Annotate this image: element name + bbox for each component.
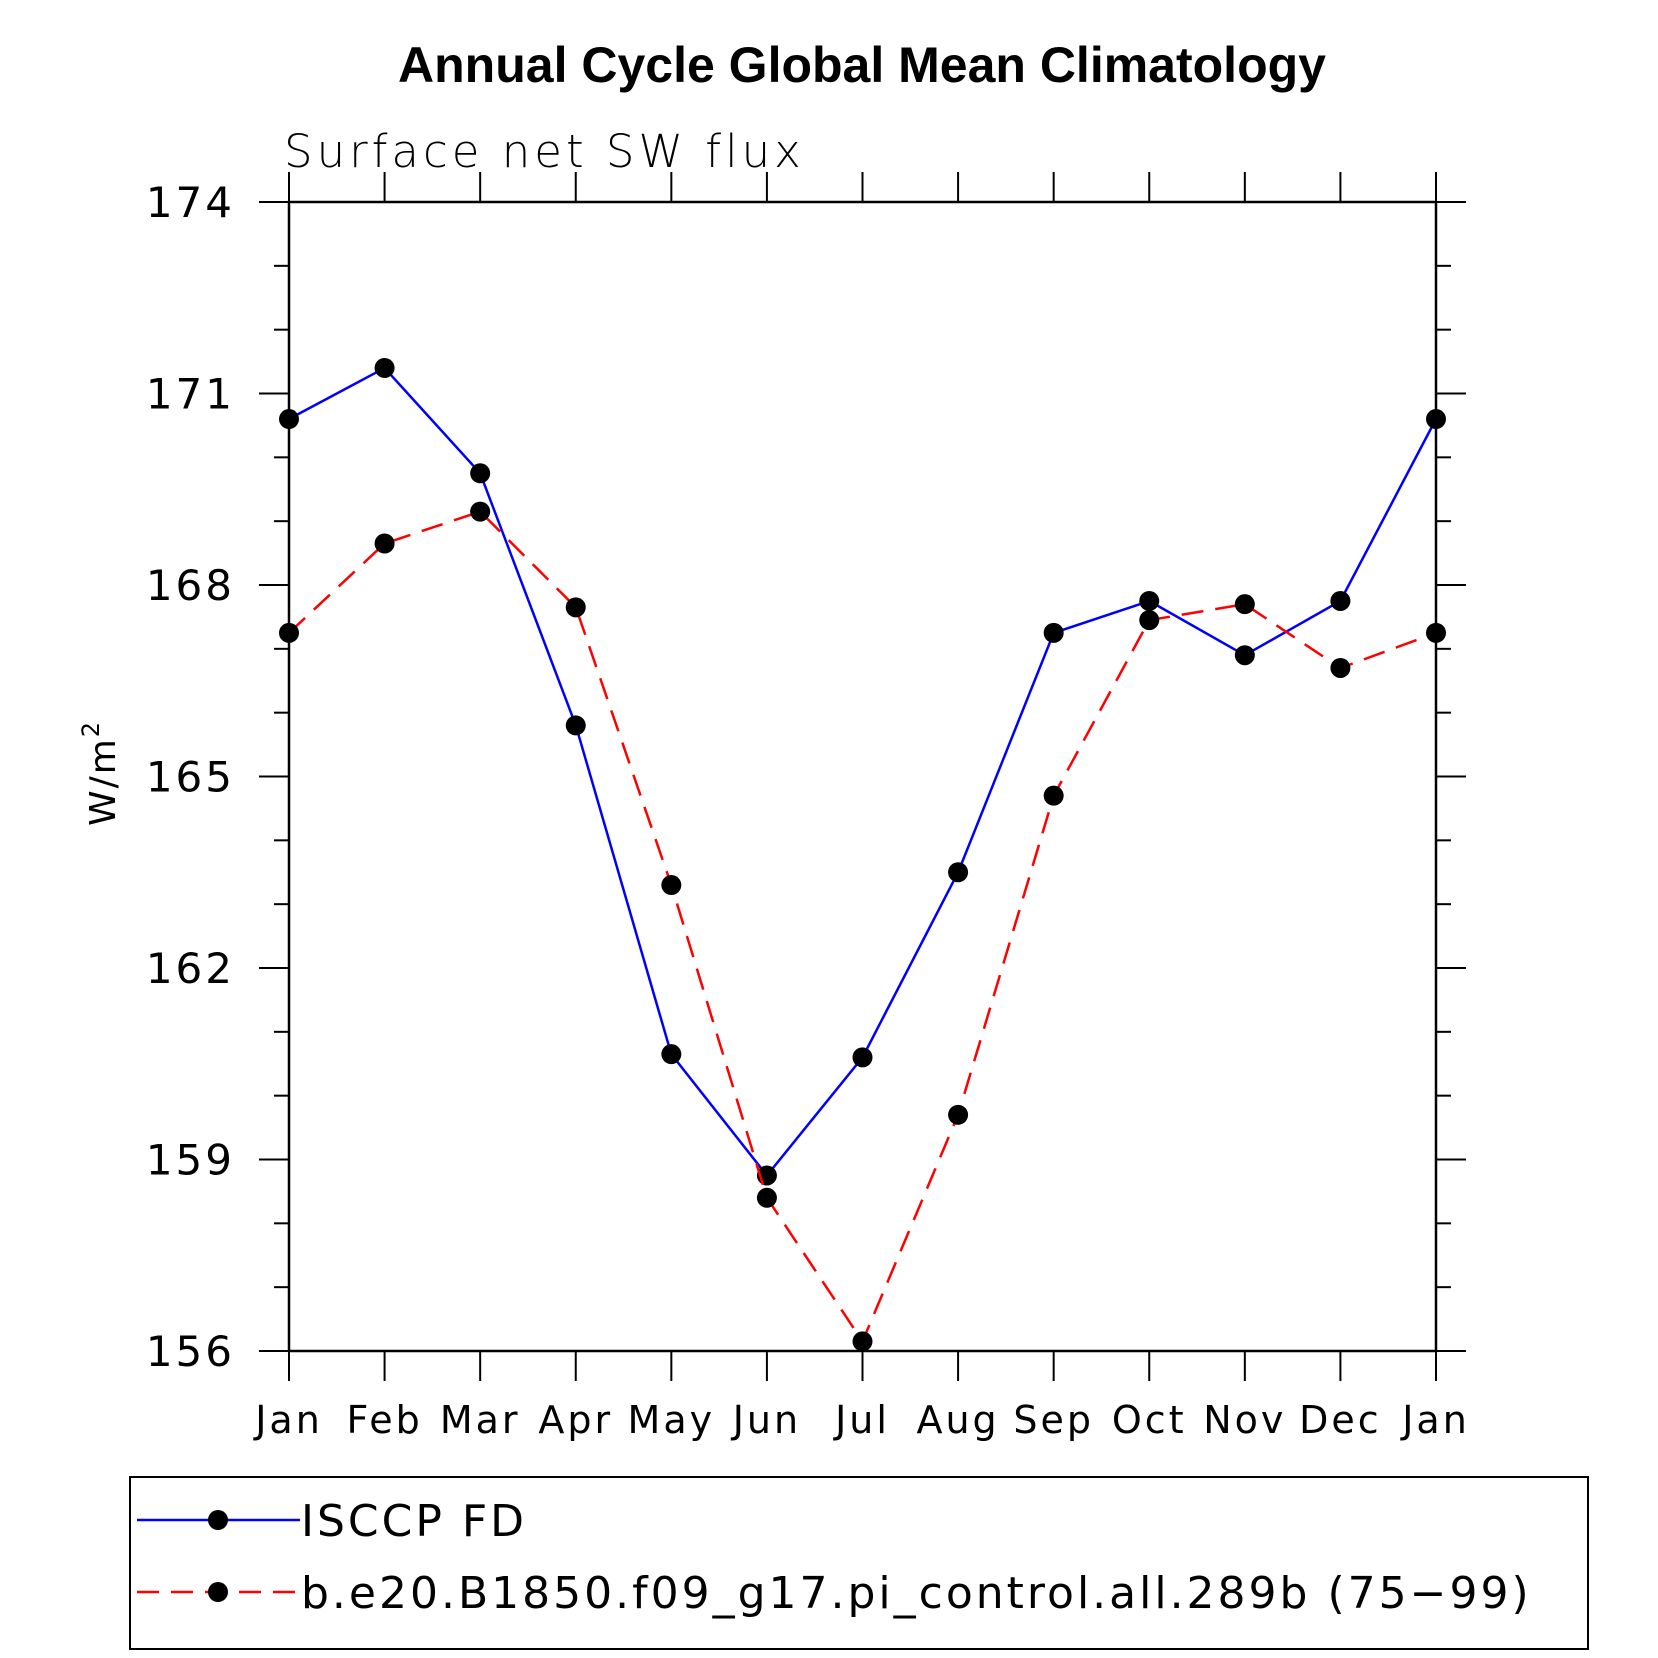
y-axis-label-superscript: 2 <box>77 720 105 737</box>
data-point <box>374 357 395 378</box>
data-point <box>374 533 395 554</box>
data-point <box>1330 590 1351 611</box>
plot-border <box>287 200 1438 1353</box>
data-point <box>1043 622 1064 643</box>
chart-subtitle: Surface net SW flux <box>284 125 805 178</box>
data-point <box>1426 622 1446 643</box>
x-tick-label: May <box>628 1398 716 1442</box>
plot-frame <box>287 200 1438 1353</box>
data-point <box>948 1104 969 1125</box>
data-point <box>661 1044 682 1065</box>
x-tick-label: Jun <box>731 1398 801 1442</box>
legend-items: ISCCP FD b.e20.B1850.f09_g17.pi_control.a… <box>137 1496 1532 1619</box>
x-tick-label: Jan <box>1400 1398 1470 1442</box>
x-tick-label: Aug <box>916 1398 999 1442</box>
data-point <box>1139 610 1160 631</box>
data-point <box>1330 657 1351 678</box>
x-tick-label: Nov <box>1203 1398 1286 1442</box>
legend: ISCCP FD b.e20.B1850.f09_g17.pi_control.a… <box>129 1476 1589 1650</box>
data-point <box>279 409 299 430</box>
data-point <box>756 1187 777 1208</box>
legend-marker-2 <box>208 1582 228 1602</box>
x-tick-label: Feb <box>346 1398 422 1442</box>
y-axis-label-text: W/m <box>83 737 124 826</box>
x-tick-label: Mar <box>440 1398 521 1442</box>
y-tick-label: 171 <box>146 370 235 419</box>
x-axis-ticks: Jan Feb Mar Apr May Jun Jul Aug Sep Oct Nov Dec Jan <box>253 172 1470 1442</box>
series-2 <box>279 501 1446 1352</box>
legend-box <box>129 1476 1589 1650</box>
chart-title: Annual Cycle Global Mean Climatology <box>398 37 1326 93</box>
data-point <box>852 1047 873 1068</box>
y-tick-label: 156 <box>146 1327 235 1376</box>
y-tick-label: 174 <box>146 178 235 227</box>
data-point <box>852 1331 873 1352</box>
data-point <box>1234 594 1255 615</box>
legend-marker-1 <box>208 1510 228 1530</box>
data-point <box>565 715 586 736</box>
data-point <box>470 501 491 522</box>
y-tick-label: 159 <box>146 1136 235 1185</box>
y-tick-label: 165 <box>146 753 235 802</box>
x-tick-label: Apr <box>538 1398 613 1442</box>
data-point <box>279 622 299 643</box>
x-tick-label: Jul <box>833 1398 890 1442</box>
data-point <box>470 463 491 484</box>
y-axis-ticks: 156 159 162 165 168 171 174 <box>146 178 1466 1376</box>
x-tick-label: Dec <box>1299 1398 1382 1442</box>
data-point <box>661 875 682 896</box>
data-point <box>565 597 586 618</box>
y-axis-label: W/m2 <box>77 720 124 826</box>
data-point <box>1426 409 1446 430</box>
y-tick-label: 162 <box>146 944 235 993</box>
data-point <box>1139 590 1160 611</box>
data-point <box>1234 645 1255 666</box>
series-layer <box>279 357 1446 1352</box>
legend-label-2: b.e20.B1850.f09_g17.pi_control.all.289b … <box>301 1568 1532 1619</box>
x-tick-label: Sep <box>1013 1398 1094 1442</box>
data-point <box>948 862 969 883</box>
y-tick-label: 168 <box>146 561 235 610</box>
series-1 <box>279 357 1446 1186</box>
x-tick-label: Jan <box>253 1398 323 1442</box>
x-tick-label: Oct <box>1112 1398 1187 1442</box>
data-point <box>1043 785 1064 806</box>
series-line <box>288 510 1437 1345</box>
legend-label-1: ISCCP FD <box>301 1496 527 1547</box>
